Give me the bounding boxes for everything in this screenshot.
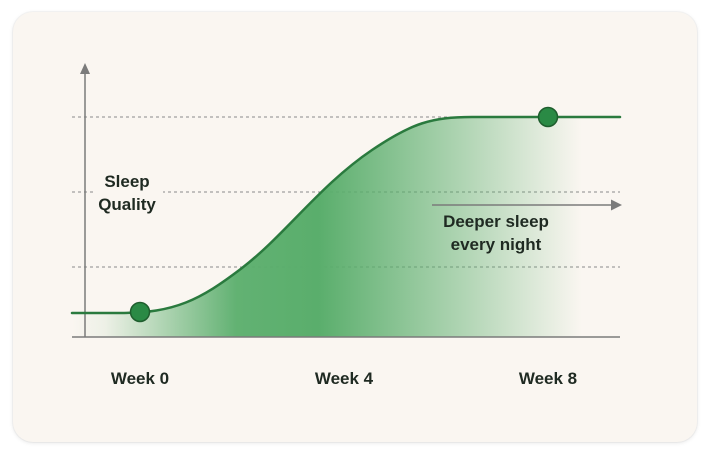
x-tick-week-0: Week 0 — [111, 369, 169, 388]
ylabel-background — [93, 166, 163, 218]
ylabel-line-1: Sleep — [104, 172, 149, 191]
x-tick-week-4: Week 4 — [315, 369, 374, 388]
marker-week-0 — [129, 301, 151, 323]
ylabel-line-2: Quality — [98, 195, 156, 214]
marker-week-8 — [537, 106, 559, 128]
y-axis-arrow-icon — [80, 63, 90, 74]
annotation-line-1: Deeper sleep — [443, 212, 549, 231]
annotation-arrow-head-icon — [611, 199, 622, 211]
area-fill — [72, 117, 620, 337]
annotation-line-2: every night — [451, 235, 542, 254]
x-tick-week-8: Week 8 — [519, 369, 577, 388]
sleep-quality-curve — [70, 115, 622, 315]
